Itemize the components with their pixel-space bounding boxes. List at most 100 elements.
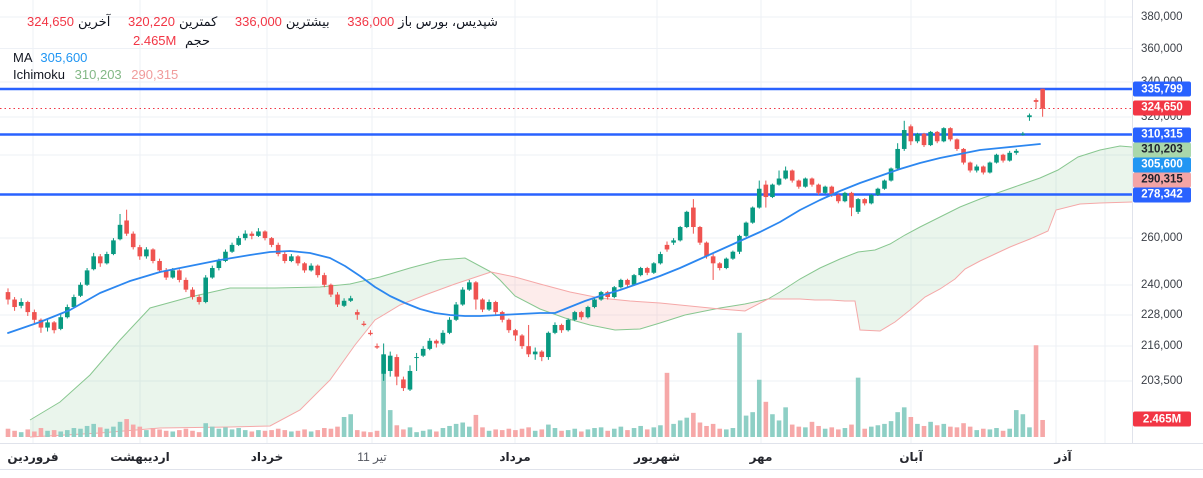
- axis-horizontal-border: [0, 443, 1203, 444]
- candle-body: [717, 263, 723, 269]
- volume-bar: [190, 430, 195, 437]
- volume-bar: [638, 425, 643, 437]
- volume-bar: [961, 423, 966, 437]
- candle-body: [882, 180, 887, 189]
- candle-body: [967, 162, 973, 171]
- candle-body: [816, 184, 821, 193]
- price-axis-label: 228,000: [1141, 309, 1183, 321]
- candle-body: [91, 256, 96, 270]
- candle-body: [71, 297, 77, 308]
- candle-body: [315, 265, 321, 276]
- candle-body: [328, 284, 334, 295]
- candle-body: [394, 357, 400, 377]
- volume-bar: [625, 430, 630, 437]
- volume-bar: [974, 430, 980, 437]
- candle-body: [269, 238, 274, 245]
- candle-body: [473, 282, 479, 300]
- volume-bar: [572, 428, 578, 437]
- price-axis-label: 240,000: [1141, 279, 1183, 291]
- candle-body: [117, 224, 123, 240]
- volume-bar: [651, 427, 657, 437]
- volume-bar: [5, 428, 11, 437]
- volume-bar: [855, 377, 861, 437]
- volume-bar: [361, 431, 367, 437]
- volume-bar: [506, 428, 512, 437]
- candle-body: [934, 131, 940, 142]
- volume-bar: [256, 430, 261, 437]
- volume-bar: [249, 431, 255, 437]
- volume-bar: [308, 431, 314, 437]
- volume-bar: [981, 428, 986, 437]
- candle-body: [691, 207, 696, 228]
- volume-bar: [611, 428, 617, 437]
- candle-body: [822, 186, 828, 193]
- candle-body: [697, 227, 703, 243]
- time-axis-label: اردیبهشت: [110, 449, 170, 464]
- time-axis[interactable]: فروردین اردیبهشت خرداد 11 تیر مرداد شهریور مهر…: [0, 443, 1203, 470]
- volume-bar: [934, 425, 940, 437]
- volume-bars: [5, 332, 1045, 437]
- candle-body: [750, 207, 755, 223]
- candle-body: [842, 192, 848, 202]
- candle-body: [981, 166, 986, 173]
- candle-body: [32, 312, 37, 320]
- volume-bar: [829, 427, 835, 437]
- volume-bar: [737, 332, 742, 437]
- candle-body: [994, 154, 999, 163]
- candle-body: [387, 355, 393, 371]
- candle-body: [638, 268, 643, 276]
- volume-bar: [78, 428, 83, 437]
- volume-bar: [150, 428, 156, 437]
- volume-bar: [467, 426, 472, 437]
- volume-bar: [203, 423, 208, 437]
- candle-body: [1033, 100, 1039, 102]
- candle-body: [170, 270, 176, 278]
- volume-bar: [724, 429, 729, 437]
- candle-body: [223, 251, 228, 261]
- candle-body: [229, 244, 235, 252]
- legend-low: کمترین320,220: [127, 14, 218, 29]
- volume-bar: [928, 421, 933, 437]
- volume-bar: [480, 427, 485, 437]
- candle-body: [724, 258, 729, 269]
- volume-bar: [948, 426, 953, 437]
- candle-body: [144, 249, 149, 257]
- candle-body: [447, 319, 452, 333]
- candle-body: [730, 251, 736, 259]
- volume-bar: [58, 431, 64, 437]
- candle-body: [803, 178, 808, 187]
- candle-body: [875, 188, 881, 195]
- candle-body: [915, 133, 920, 142]
- candle-body: [453, 304, 459, 320]
- volume-bar: [618, 426, 624, 437]
- candle-body: [38, 319, 44, 328]
- volume-bar: [242, 430, 248, 437]
- volume-bar: [967, 426, 973, 437]
- volume-bar: [117, 421, 123, 437]
- volume-bar: [1000, 430, 1006, 437]
- volume-bar: [664, 372, 670, 437]
- ichimoku-senkou-a-line: [767, 145, 1133, 300]
- ichimoku-senkou-a-line: [490, 271, 769, 331]
- volume-bar: [519, 428, 525, 437]
- volume-bar: [1007, 428, 1012, 437]
- candle-body: [78, 284, 83, 296]
- candle-body: [18, 302, 24, 306]
- price-axis[interactable]: 380,000360,000340,000320,000260,000240,0…: [1132, 0, 1203, 443]
- candle-body: [480, 299, 485, 310]
- volume-bar: [1013, 410, 1019, 437]
- candle-body: [322, 275, 327, 285]
- candle-body: [209, 268, 215, 278]
- candle-body: [295, 256, 301, 264]
- volume-bar: [269, 430, 274, 437]
- volume-bar: [381, 354, 386, 437]
- candle-body: [97, 256, 103, 264]
- volume-bar: [671, 423, 676, 437]
- volume-bar: [1040, 419, 1045, 437]
- ichimoku-senkou-b-line: [768, 201, 1133, 332]
- volume-bar: [822, 428, 828, 437]
- candle-body: [572, 312, 578, 320]
- volume-bar: [598, 427, 604, 437]
- candle-body: [1040, 88, 1045, 109]
